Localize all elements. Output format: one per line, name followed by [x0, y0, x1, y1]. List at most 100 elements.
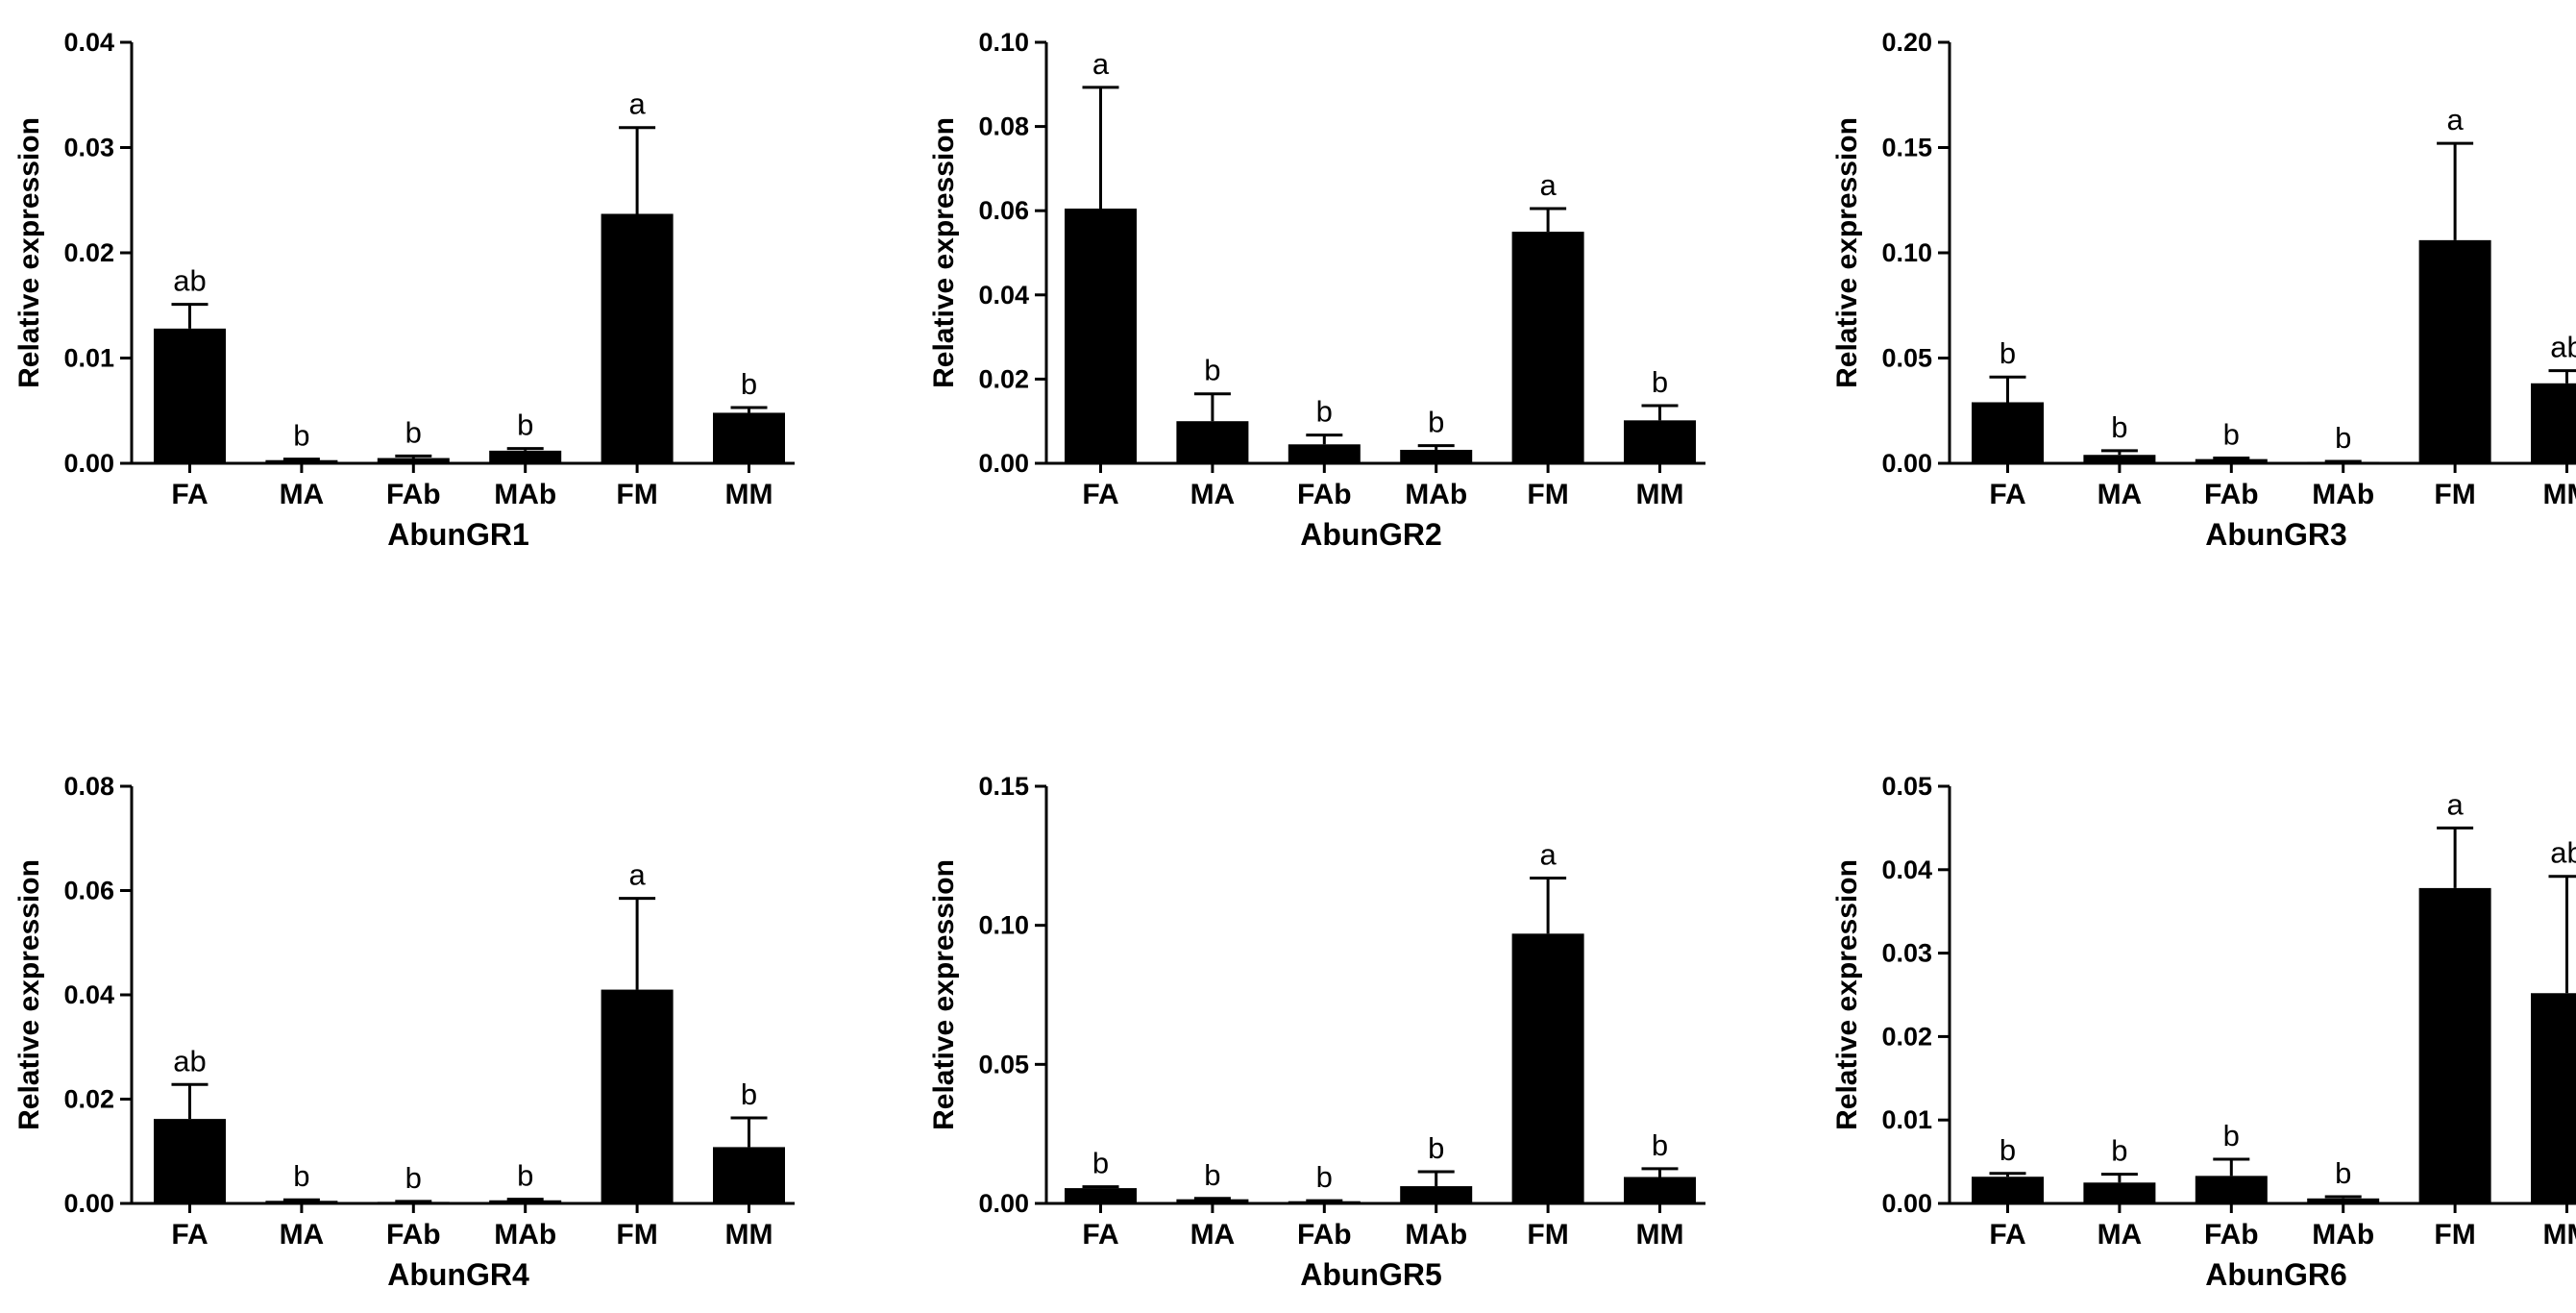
chart-panel-2: 0.00 0.02 0.04 0.06 0.08 0.10 Relative express…	[928, 28, 1705, 552]
significance-letter: b	[1316, 1160, 1333, 1194]
significance-letter: b	[405, 415, 422, 449]
x-tick-label: FAb	[1297, 479, 1352, 510]
bar-fab	[1288, 444, 1361, 463]
significance-letter: a	[2446, 787, 2464, 821]
bar-mab	[2307, 1198, 2380, 1203]
significance-letter: ab	[2550, 836, 2576, 870]
bar-mm	[1624, 1177, 1696, 1203]
bar-fm	[2418, 887, 2491, 1203]
significance-letter: b	[1428, 1131, 1444, 1165]
y-tick-label: 0.05	[1881, 344, 1932, 373]
y-tick-label: 0.10	[978, 28, 1029, 57]
bar-ma	[265, 1201, 338, 1203]
x-tick-label: FA	[1989, 1219, 2025, 1251]
bar-ma	[1176, 1199, 1249, 1203]
significance-letter: b	[2335, 421, 2351, 455]
y-tick-label: 0.05	[1881, 772, 1932, 801]
x-tick-label: MAb	[1405, 479, 1467, 510]
bar-fa	[154, 328, 226, 463]
significance-letter: a	[2446, 103, 2464, 136]
x-tick-label: FM	[1527, 479, 1568, 510]
significance-letter: a	[628, 87, 646, 121]
gene-label: AbunGR4	[387, 1257, 529, 1292]
significance-letter: b	[2335, 1156, 2351, 1190]
y-tick-label: 0.00	[1881, 1189, 1932, 1218]
bar-ma	[265, 459, 338, 463]
bar-fab	[2195, 458, 2268, 463]
y-tick-label: 0.02	[63, 238, 114, 267]
x-tick-label: MA	[280, 1219, 325, 1251]
x-tick-label: FAb	[386, 1219, 441, 1251]
significance-letter: b	[293, 419, 309, 453]
y-tick-label: 0.15	[1881, 134, 1932, 162]
x-tick-label: MM	[725, 1219, 773, 1251]
bar-fa	[1972, 402, 2044, 463]
y-tick-label: 0.03	[63, 134, 114, 162]
significance-letter: b	[741, 1078, 757, 1111]
significance-letter: b	[517, 409, 533, 442]
y-tick-label: 0.03	[1881, 939, 1932, 968]
y-tick-label: 0.04	[978, 281, 1029, 310]
bar-fa	[154, 1119, 226, 1203]
y-tick-label: 0.10	[1881, 238, 1932, 267]
y-tick-label: 0.00	[63, 1189, 114, 1218]
y-tick-label: 0.02	[63, 1085, 114, 1114]
y-tick-label: 0.08	[63, 772, 114, 801]
y-tick-label: 0.02	[978, 364, 1029, 393]
bar-fab	[2195, 1176, 2268, 1203]
chart-panel-4: 0.00 0.02 0.04 0.06 0.08 Relative expression a…	[13, 772, 795, 1292]
significance-letter: b	[2223, 1119, 2240, 1152]
x-tick-label: MM	[2543, 479, 2576, 510]
chart-panel-6: 0.00 0.01 0.02 0.03 0.04 0.05 Relative express…	[1831, 772, 2576, 1292]
bar-fm	[2418, 239, 2491, 463]
y-axis-label: Relative expression	[1831, 859, 1863, 1130]
significance-letter: b	[2111, 1134, 2127, 1168]
bar-mab	[1400, 449, 1473, 463]
x-tick-label: FM	[1527, 1219, 1568, 1251]
bar-fa	[1972, 1177, 2044, 1203]
significance-letter: a	[628, 858, 646, 892]
x-tick-label: FA	[1082, 479, 1118, 510]
significance-letter: a	[1539, 168, 1557, 202]
x-tick-label: MAb	[1405, 1219, 1467, 1251]
significance-letter: b	[1092, 1147, 1109, 1180]
x-tick-label: FM	[616, 1219, 657, 1251]
x-tick-label: FA	[1082, 1219, 1118, 1251]
significance-letter: a	[1539, 837, 1557, 871]
gene-label: AbunGR6	[2205, 1257, 2347, 1292]
significance-letter: b	[2223, 418, 2240, 452]
x-tick-label: MM	[2543, 1219, 2576, 1251]
bar-ma	[2083, 455, 2156, 463]
x-tick-label: FM	[2434, 479, 2475, 510]
y-tick-label: 0.15	[978, 772, 1029, 801]
x-tick-label: MAb	[2312, 479, 2374, 510]
x-tick-label: FA	[1989, 479, 2025, 510]
y-axis-label: Relative expression	[13, 859, 45, 1130]
y-tick-label: 0.00	[1881, 449, 1932, 478]
x-tick-label: FAb	[2204, 1219, 2259, 1251]
significance-letter: a	[1092, 47, 1110, 81]
gene-label: AbunGR5	[1300, 1257, 1442, 1292]
bar-mm	[713, 412, 785, 463]
bar-fab	[377, 458, 450, 463]
y-tick-label: 0.04	[63, 980, 114, 1009]
x-tick-label: MAb	[2312, 1219, 2374, 1251]
y-tick-label: 0.00	[978, 1189, 1029, 1218]
x-tick-label: FM	[2434, 1219, 2475, 1251]
bar-mab	[1400, 1186, 1473, 1203]
x-tick-label: FA	[171, 1219, 208, 1251]
bar-mm	[1624, 420, 1696, 463]
bar-mm	[2531, 383, 2576, 463]
y-tick-label: 0.20	[1881, 28, 1932, 57]
x-tick-label: MAb	[494, 1219, 556, 1251]
y-tick-label: 0.04	[1881, 855, 1932, 884]
x-tick-label: FAb	[2204, 479, 2259, 510]
y-axis-label: Relative expression	[928, 117, 960, 388]
bar-fm	[1511, 933, 1584, 1203]
significance-letter: b	[1428, 406, 1444, 439]
y-tick-label: 0.06	[63, 877, 114, 905]
bar-ma	[2083, 1182, 2156, 1203]
chart-panel-3: 0.00 0.05 0.10 0.15 0.20 Relative expression b…	[1831, 28, 2576, 552]
